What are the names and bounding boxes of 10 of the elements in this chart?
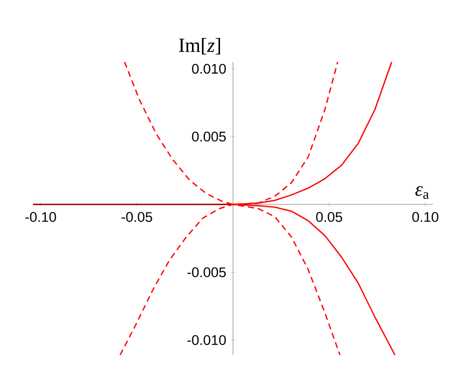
y-tick-label: 0.005	[192, 132, 226, 142]
y-tick-label: -0.005	[187, 267, 226, 278]
y-axis-title: Im[z]	[179, 38, 220, 54]
x-tick-label: 0.05	[316, 212, 342, 222]
x-tick-label: -0.05	[122, 212, 152, 222]
y-tick-label: -0.010	[187, 335, 226, 346]
y-tick-label: 0.010	[192, 64, 226, 74]
x-axis-title: ε$_{a}$	[415, 186, 429, 199]
x-tick-label: -0.10	[25, 212, 56, 222]
x-tick-label: 0.10	[412, 212, 438, 222]
